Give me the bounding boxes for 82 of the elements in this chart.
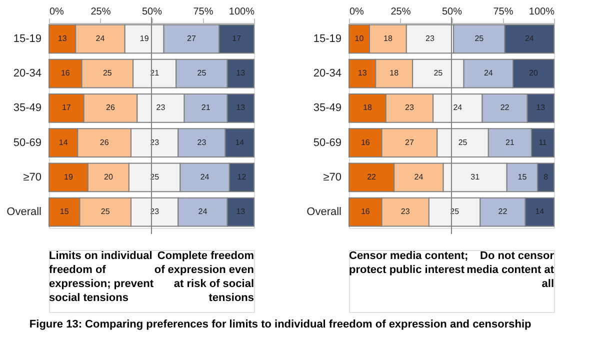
y-tick-label: 15-19 (13, 32, 42, 45)
text: Do not censor media content at all (466, 250, 555, 290)
data-label: 14 (58, 138, 68, 147)
data-label: 23 (156, 103, 166, 112)
data-label: 25 (197, 68, 207, 78)
data-label: 23 (197, 138, 207, 147)
data-label: 14 (535, 207, 545, 216)
y-tick-label: 35-49 (13, 102, 42, 114)
x-tick-label: 75% (493, 6, 514, 18)
data-label: 15 (518, 172, 528, 182)
data-label: 24 (198, 207, 208, 216)
y-tick-label: 15-19 (313, 32, 342, 45)
data-label: 23 (426, 34, 435, 43)
data-label: 25 (458, 138, 468, 147)
caption: Figure 13: Comparing preferences for limits to individual freedom of expression and censorship (29, 318, 532, 330)
x-tick-label: 50% (142, 6, 162, 18)
x-tick-label: 25% (390, 6, 411, 18)
data-label: 25 (474, 34, 484, 43)
data-label: 26 (106, 103, 116, 112)
data-label: 8 (544, 172, 549, 182)
data-label: 24 (524, 34, 534, 43)
y-tick-label: 20-34 (13, 68, 42, 80)
x-tick-label: 100% (228, 6, 255, 18)
x-tick-label: 75% (193, 6, 214, 18)
data-label: 13 (58, 34, 68, 43)
y-tick-label: 50-69 (13, 136, 42, 149)
data-label: 13 (358, 68, 368, 78)
data-label: 21 (505, 138, 515, 147)
data-label: 25 (100, 207, 110, 216)
data-label: 20 (529, 68, 538, 78)
text: Complete freedom of expression even at risk of social tensions (154, 250, 254, 304)
data-label: 15 (60, 207, 70, 216)
data-label: 13 (236, 68, 246, 78)
y-tick-label: 20-34 (313, 68, 342, 80)
data-label: 16 (60, 68, 70, 78)
data-label: 24 (96, 34, 106, 43)
data-label: 18 (390, 68, 400, 78)
data-label: 26 (100, 138, 110, 147)
data-label: 24 (200, 172, 210, 182)
data-label: 21 (201, 103, 211, 112)
data-label: 19 (140, 34, 150, 43)
x-tick-label: 0% (50, 6, 64, 18)
data-label: 23 (400, 207, 410, 216)
y-tick-label: Overall (6, 206, 42, 218)
data-label: 22 (500, 103, 510, 112)
data-label: 27 (187, 34, 196, 43)
data-label: 25 (434, 68, 444, 78)
x-tick-label: 50% (442, 6, 462, 18)
text: Limits on individual freedom of expression; prevent social tensions (49, 250, 154, 304)
data-label: 12 (237, 172, 247, 182)
y-tick-label: ≥70 (23, 171, 42, 184)
y-tick-label: 50-69 (313, 136, 342, 149)
data-label: 24 (484, 68, 494, 78)
data-label: 31 (470, 172, 480, 182)
data-label: 18 (383, 34, 393, 43)
data-label: 24 (453, 103, 463, 112)
data-label: 16 (360, 138, 370, 147)
x-tick-label: 100% (528, 6, 555, 18)
data-label: 22 (498, 207, 508, 216)
data-label: 23 (405, 103, 414, 112)
data-label: 17 (232, 34, 242, 43)
y-tick-label: Overall (306, 206, 342, 218)
y-tick-label: 35-49 (313, 102, 342, 114)
data-label: 10 (354, 34, 364, 43)
data-label: 13 (536, 103, 546, 112)
data-label: 20 (104, 172, 114, 182)
data-label: 18 (362, 103, 372, 112)
y-tick-label: ≥70 (323, 171, 342, 184)
data-label: 17 (62, 103, 72, 112)
x-tick-label: 25% (90, 6, 111, 18)
data-label: 16 (360, 207, 370, 216)
data-label: 19 (64, 172, 74, 182)
data-label: 22 (367, 172, 377, 182)
text: Censor media content; protect public interest (349, 250, 468, 276)
data-label: 13 (236, 207, 246, 216)
data-label: 11 (538, 138, 548, 147)
x-tick-label: 0% (350, 6, 364, 18)
data-label: 27 (405, 138, 414, 147)
data-label: 24 (414, 172, 424, 182)
data-label: 14 (235, 138, 245, 147)
data-label: 25 (102, 68, 112, 78)
data-label: 13 (236, 103, 246, 112)
